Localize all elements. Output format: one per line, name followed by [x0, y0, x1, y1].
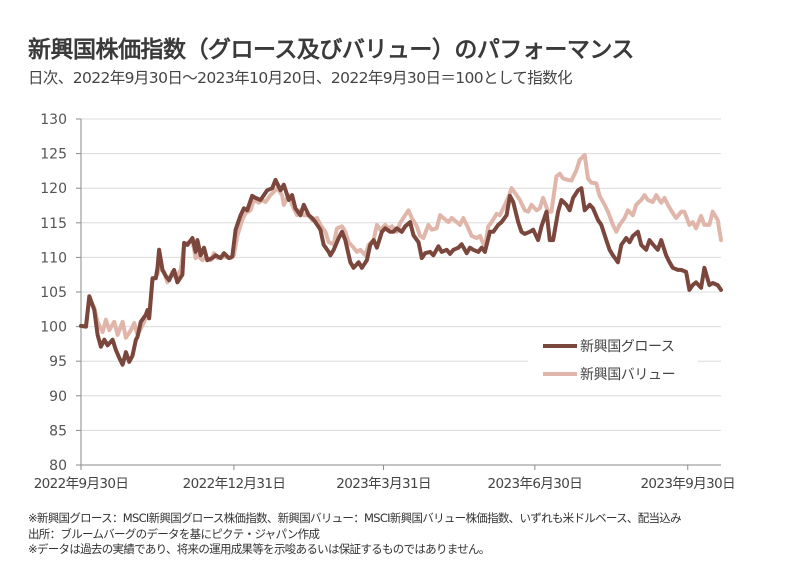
legend-label-growth: 新興国グロース — [580, 339, 675, 355]
legend-label-value: 新興国バリュー — [580, 367, 675, 383]
footnote-disclaimer: ※データは過去の実績であり、将来の運用成果等を示唆あるいは保証するものではありま… — [28, 542, 490, 556]
series-line-growth — [79, 177, 723, 367]
x-tick-label: 2023年3月31日 — [336, 476, 431, 492]
footnotes: ※新興国グロース：MSCI新興国グロース株価指数、新興国バリュー：MSCI新興国… — [28, 511, 682, 558]
footnote-source: 出所：ブルームバーグのデータを基にピクテ・ジャパン作成 — [28, 526, 320, 541]
y-tick-label: 105 — [40, 285, 67, 301]
y-tick-label: 115 — [40, 216, 67, 232]
y-tick-label: 125 — [40, 147, 67, 163]
y-tick-label: 100 — [40, 320, 67, 336]
x-tick-label: 2022年9月30日 — [34, 476, 129, 492]
y-tick-label: 85 — [49, 423, 67, 439]
chart-subtitle: 日次、2022年9月30日～2023年10月20日、2022年9月30日＝100… — [28, 69, 573, 87]
x-axis-ticks: 2022年9月30日 2022年12月31日 2023年3月31日 2023年6月30… — [34, 465, 736, 492]
gridlines — [81, 118, 721, 431]
legend: 新興国グロース 新興国バリュー — [528, 332, 698, 392]
x-tick-label: 2023年6月30日 — [488, 476, 583, 492]
line-chart: 130 125 120 115 110 105 100 95 90 85 80 2022年9月30日… — [34, 112, 736, 492]
x-tick-label: 2022年12月31日 — [183, 476, 286, 492]
y-tick-label: 110 — [40, 250, 67, 266]
y-tick-label: 130 — [40, 112, 67, 128]
series-line-value — [79, 153, 723, 340]
footnote-definition: ※新興国グロース：MSCI新興国グロース株価指数、新興国バリュー：MSCI新興国… — [28, 511, 682, 525]
x-tick-label: 2023年9月30日 — [640, 476, 735, 492]
y-tick-label: 80 — [49, 458, 67, 474]
y-axis-ticks: 130 125 120 115 110 105 100 95 90 85 80 — [40, 112, 81, 474]
chart-title: 新興国株価指数（グロース及びバリュー）のパフォーマンス — [28, 37, 634, 63]
y-tick-label: 95 — [49, 354, 67, 370]
legend-background — [528, 332, 698, 392]
y-tick-label: 120 — [40, 181, 67, 197]
y-tick-label: 90 — [49, 389, 67, 405]
